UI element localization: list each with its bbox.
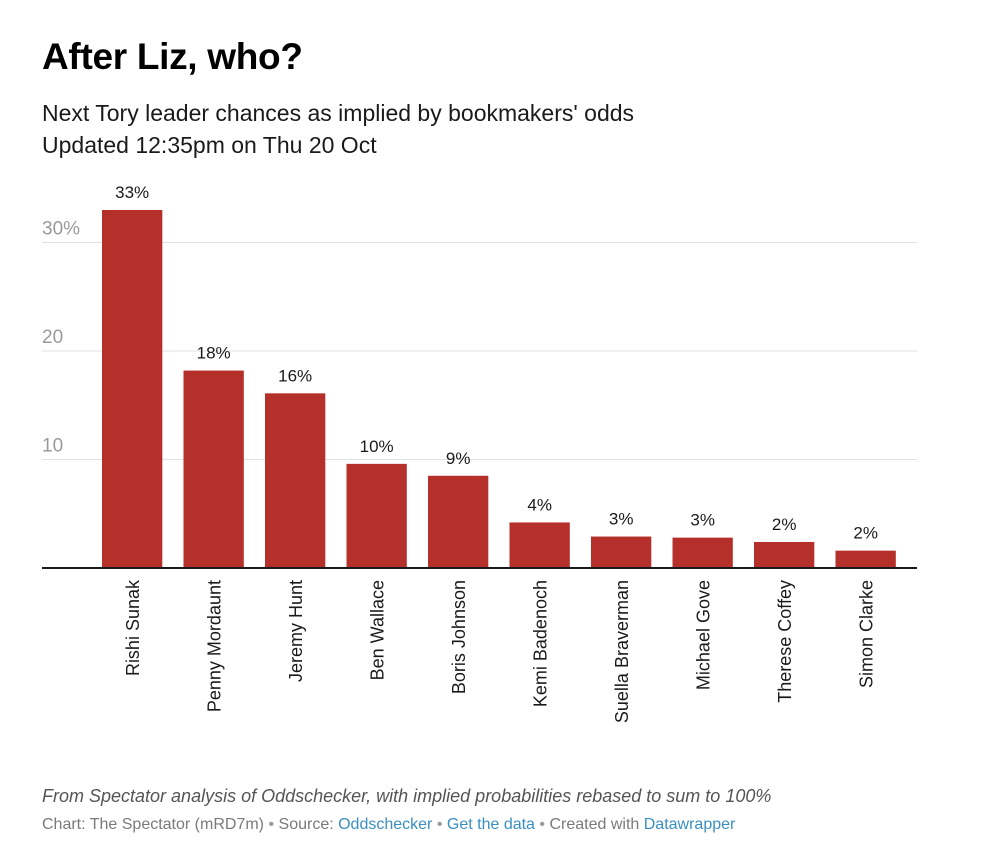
bar	[346, 463, 407, 568]
category-labels: Rishi Sunak Penny Mordaunt Jeremy Hunt Ben …	[123, 579, 877, 723]
source-link[interactable]: Oddschecker	[338, 816, 433, 833]
credits-line: Chart: The Spectator (mRD7m) • Source: O…	[42, 816, 962, 834]
category-label: Ben Wallace	[368, 580, 388, 680]
value-label: 18%	[197, 344, 231, 363]
bar	[428, 475, 489, 568]
bar	[102, 210, 163, 568]
separator-bullet: •	[436, 816, 443, 833]
value-label: 10%	[360, 437, 394, 456]
bar	[754, 541, 815, 568]
category-label: Simon Clarke	[857, 580, 877, 688]
value-label: 16%	[278, 366, 312, 385]
bar	[835, 550, 896, 568]
value-label: 33%	[115, 183, 149, 202]
chart-title: After Liz, who?	[42, 36, 303, 77]
category-label: Therese Coffey	[775, 580, 795, 703]
category-label: Penny Mordaunt	[205, 580, 225, 712]
category-label: Suella Braverman	[612, 580, 632, 723]
category-label: Michael Gove	[694, 580, 714, 690]
bar	[509, 522, 570, 568]
separator-bullet: •	[539, 816, 546, 833]
bar	[591, 536, 652, 568]
value-labels: 33% 18% 16% 10% 9% 4% 3% 3% 2% 2%	[115, 183, 878, 543]
y-axis-ticks: 10 20 30%	[42, 219, 80, 457]
chart-subtitle: Next Tory leader chances as implied by b…	[42, 97, 942, 161]
value-label: 2%	[772, 515, 797, 534]
bar	[183, 370, 244, 568]
datawrapper-link[interactable]: Datawrapper	[643, 816, 736, 833]
bar	[672, 537, 733, 568]
footnote: From Spectator analysis of Oddschecker, …	[42, 786, 772, 806]
category-label: Rishi Sunak	[123, 579, 143, 676]
chart-footer: From Spectator analysis of Oddschecker, …	[42, 786, 962, 834]
source-label: Source:	[278, 816, 334, 833]
value-label: 3%	[609, 510, 634, 529]
y-tick-label: 30%	[42, 219, 80, 240]
bar	[265, 393, 326, 568]
created-with-label: Created with	[549, 816, 640, 833]
category-label: Jeremy Hunt	[286, 580, 306, 682]
gridlines	[42, 242, 917, 461]
y-tick-label: 20	[42, 327, 63, 348]
separator-bullet: •	[268, 816, 275, 833]
value-label: 4%	[527, 495, 552, 514]
subtitle-line-1: Next Tory leader chances as implied by b…	[42, 100, 635, 126]
value-label: 9%	[446, 449, 471, 468]
subtitle-line-2: Updated 12:35pm on Thu 20 Oct	[42, 132, 377, 158]
bars	[102, 210, 896, 568]
category-label: Kemi Badenoch	[531, 580, 551, 707]
category-label: Boris Johnson	[449, 580, 469, 694]
get-data-link[interactable]: Get the data	[446, 816, 535, 833]
value-label: 2%	[853, 524, 878, 543]
credit-text: Chart: The Spectator (mRD7m)	[42, 816, 264, 833]
value-label: 3%	[690, 511, 715, 530]
y-tick-label: 10	[42, 436, 63, 457]
